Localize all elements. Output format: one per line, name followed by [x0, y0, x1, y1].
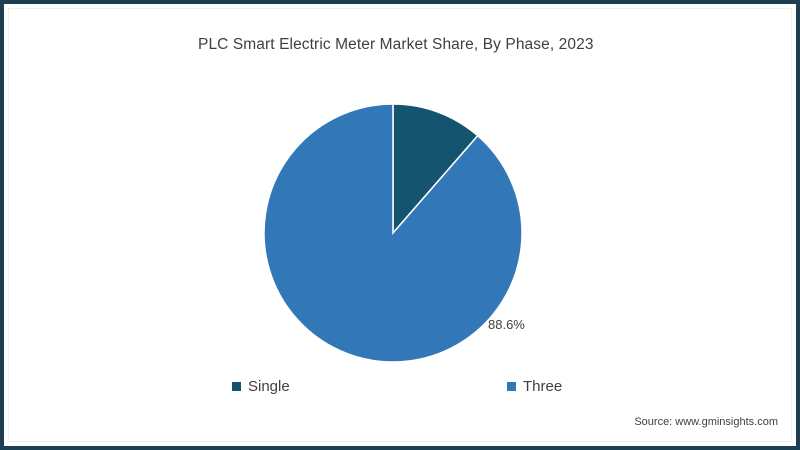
- legend-item-single[interactable]: Single: [232, 376, 290, 396]
- legend-item-three[interactable]: Three: [507, 376, 562, 396]
- pie-slice-group: [263, 103, 523, 363]
- source-attribution: Source: www.gminsights.com: [634, 416, 778, 428]
- pie-slice-single[interactable]: [392, 103, 479, 236]
- legend-swatch-icon-single: [232, 381, 241, 391]
- chart-legend: Single Three: [232, 376, 582, 396]
- legend-label-single: Single: [248, 377, 290, 395]
- pie-chart: [262, 102, 524, 364]
- legend-label-three: Three: [523, 377, 563, 395]
- page-title: PLC Smart Electric Meter Market Share, B…: [198, 36, 594, 53]
- pie-chart-svg: [263, 103, 523, 363]
- pie-slice-three[interactable]: [263, 103, 523, 363]
- pie-data-label-three: 88.6%: [488, 317, 525, 332]
- legend-swatch-icon-three: [507, 381, 516, 391]
